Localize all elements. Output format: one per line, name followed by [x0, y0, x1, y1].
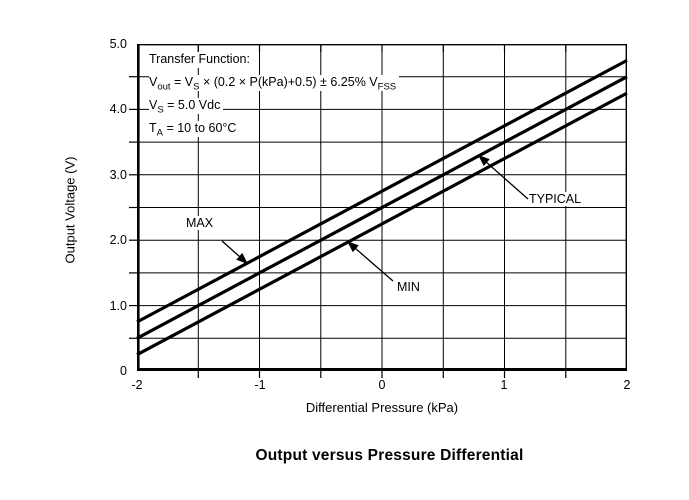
y-axis-title: Output Voltage (V) — [62, 156, 78, 264]
y-tick-label-5: 5.0 — [109, 37, 127, 51]
series-label-max: MAX — [183, 216, 217, 230]
note-title: Transfer Function: — [149, 52, 253, 68]
note-temperature-line: TA = 10 to 60°C — [149, 121, 399, 144]
transfer-function-note: Transfer Function: Vout = VS × (0.2 × P(… — [149, 52, 400, 144]
plot-area: Transfer Function: Vout = VS × (0.2 × P(… — [129, 43, 628, 378]
x-tick-label-neg1: -1 — [254, 378, 266, 392]
y-tick-label-2: 2.0 — [109, 233, 127, 247]
y-tick-label-4: 4.0 — [109, 102, 127, 116]
series-label-min: MIN — [394, 280, 423, 294]
note-formula-line: Vout = VS × (0.2 × P(kPa)+0.5) ± 6.25% V… — [149, 75, 400, 98]
x-tick-label-1: 1 — [500, 378, 508, 392]
x-tick-label-2: 2 — [623, 378, 631, 392]
note-supply: VS = 5.0 Vdc — [149, 98, 224, 115]
x-tick-label-0: 0 — [378, 378, 386, 392]
note-supply-line: VS = 5.0 Vdc — [149, 98, 399, 121]
note-temperature: TA = 10 to 60°C — [149, 121, 240, 138]
y-tick-label-0: 0 — [120, 364, 127, 378]
series-label-typical: TYPICAL — [526, 192, 585, 206]
y-tick-label-1: 1.0 — [109, 299, 127, 313]
y-tick-label-3: 3.0 — [109, 168, 127, 182]
note-title-line: Transfer Function: — [149, 52, 399, 75]
x-tick-label-neg2: -2 — [131, 378, 143, 392]
chart-title: Output versus Pressure Differential — [255, 447, 524, 464]
x-axis-title: Differential Pressure (kPa) — [305, 400, 459, 415]
note-formula: Vout = VS × (0.2 × P(kPa)+0.5) ± 6.25% V… — [149, 75, 400, 92]
